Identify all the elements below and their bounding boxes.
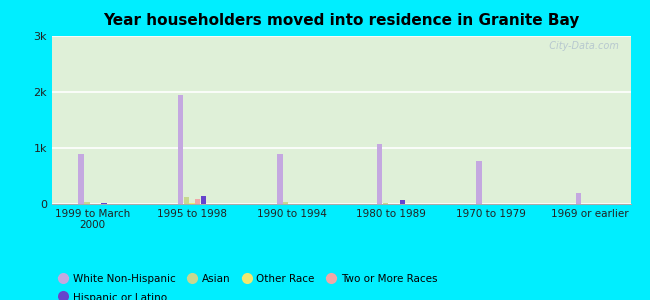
Bar	[78, 154, 84, 204]
Bar	[189, 203, 195, 204]
Bar	[382, 203, 388, 204]
Legend: Hispanic or Latino: Hispanic or Latino	[57, 290, 169, 300]
Bar	[278, 154, 283, 204]
Bar	[178, 95, 183, 204]
Bar	[201, 196, 206, 204]
Bar	[283, 202, 289, 204]
Bar	[377, 143, 382, 204]
Bar	[400, 200, 405, 204]
Bar	[195, 199, 200, 204]
Bar	[101, 203, 107, 204]
Bar	[476, 161, 482, 204]
Bar	[576, 193, 581, 204]
Bar	[183, 197, 189, 204]
Text: City-Data.com: City-Data.com	[543, 41, 619, 51]
Bar	[84, 202, 90, 204]
Title: Year householders moved into residence in Granite Bay: Year householders moved into residence i…	[103, 13, 579, 28]
